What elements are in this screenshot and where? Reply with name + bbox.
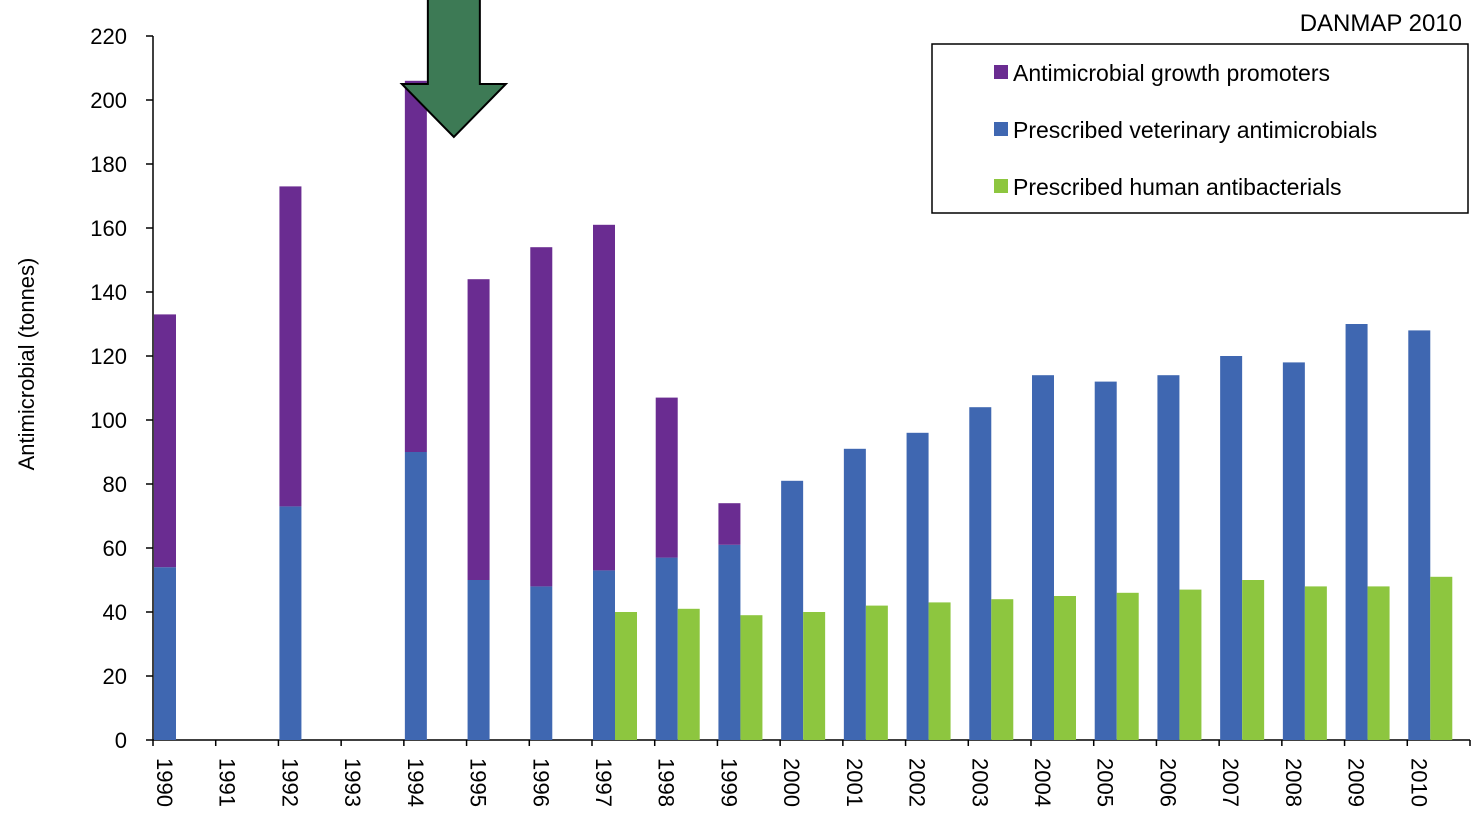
x-tick-label: 1998 (654, 758, 679, 807)
bar-veterinary (530, 586, 553, 740)
x-tick-label: 2007 (1218, 758, 1243, 807)
x-tick-label: 1997 (591, 758, 616, 807)
y-tick-label: 180 (90, 152, 127, 177)
bar-human (1179, 589, 1202, 740)
y-tick-label: 200 (90, 88, 127, 113)
x-tick-label: 2010 (1406, 758, 1431, 807)
legend-swatch (994, 179, 1008, 193)
bar-veterinary (154, 567, 176, 740)
bar-growth-promoters (279, 186, 302, 507)
legend-box (931, 43, 1469, 214)
x-tick-label: 2005 (1093, 758, 1118, 807)
x-tick-label: 1996 (528, 758, 553, 807)
bar-veterinary (279, 506, 302, 740)
legend-swatch (994, 122, 1008, 136)
y-tick-label: 100 (90, 408, 127, 433)
y-tick-label: 120 (90, 344, 127, 369)
legend-label: Prescribed human antibacterials (1013, 174, 1342, 200)
bar-veterinary (404, 452, 427, 740)
bar-human (865, 605, 888, 740)
bar-human (1430, 576, 1453, 740)
bar-growth-promoters (154, 314, 176, 568)
bar-growth-promoters (530, 247, 553, 587)
x-tick-label: 2001 (842, 758, 867, 807)
x-tick-label: 2004 (1030, 758, 1055, 807)
y-tick-label: 40 (103, 600, 127, 625)
bar-human (991, 599, 1014, 740)
bar-veterinary (593, 570, 615, 740)
bar-growth-promoters (467, 279, 490, 580)
bar-human (1242, 580, 1265, 740)
legend-label: Prescribed veterinary antimicrobials (1013, 117, 1377, 143)
y-tick-label: 140 (90, 280, 127, 305)
bar-veterinary (1220, 356, 1243, 740)
x-tick-label: 2002 (905, 758, 930, 807)
bar-growth-promoters (593, 224, 615, 571)
x-tick-label: 2000 (779, 758, 804, 807)
bar-veterinary (969, 407, 992, 740)
bar-veterinary (467, 580, 490, 740)
bar-human (740, 615, 763, 740)
bar-veterinary (906, 432, 929, 740)
chart-title: DANMAP 2010 (1300, 10, 1462, 37)
down-arrow-icon (399, 0, 509, 139)
bar-veterinary (1282, 362, 1305, 740)
x-tick-label: 1994 (403, 758, 428, 807)
bar-human (1054, 596, 1076, 740)
legend-swatch (994, 65, 1008, 79)
bar-human (677, 608, 700, 740)
y-tick-label: 0 (115, 728, 127, 753)
bar-human (803, 612, 826, 740)
bar-veterinary (781, 480, 804, 740)
bar-veterinary (1032, 375, 1054, 740)
bar-veterinary (655, 557, 678, 740)
legend-label: Antimicrobial growth promoters (1013, 60, 1330, 86)
x-tick-label: 1993 (340, 758, 365, 807)
bar-growth-promoters (655, 397, 678, 558)
axes: 0 20 40 60 80 100 120 140 160 180 200 220 1990 1991 19… (90, 24, 1471, 807)
bar-growth-promoters (718, 503, 741, 545)
x-tick-label: 1991 (215, 758, 240, 807)
bar-human (615, 612, 637, 740)
x-tick-label: 2008 (1281, 758, 1306, 807)
y-tick-label: 160 (90, 216, 127, 241)
y-axis-label: Antimicrobial (tonnes) (14, 258, 39, 471)
bar-growth-promoters (404, 80, 427, 453)
x-tick-label: 1999 (716, 758, 741, 807)
x-tick-label: 2009 (1344, 758, 1369, 807)
bar-veterinary (1345, 324, 1368, 740)
y-tick-label: 60 (103, 536, 127, 561)
bar-human (928, 602, 951, 740)
y-tick-label: 220 (90, 24, 127, 49)
x-tick-label: 1992 (277, 758, 302, 807)
bar-veterinary (1157, 375, 1180, 740)
x-tick-label: 2003 (967, 758, 992, 807)
annotation-arrow (399, 0, 509, 139)
x-tick-label: 1995 (466, 758, 491, 807)
bar-human (1367, 586, 1390, 740)
bar-veterinary (718, 544, 741, 740)
y-tick-label: 20 (103, 664, 127, 689)
legend: Antimicrobial growth promoters Prescribed… (931, 43, 1469, 214)
bar-veterinary (1094, 381, 1117, 740)
x-tick-label: 2006 (1155, 758, 1180, 807)
x-tick-label: 1990 (152, 758, 177, 807)
bar-veterinary (843, 448, 866, 740)
bar-veterinary (1408, 330, 1431, 740)
bar-human (1304, 586, 1327, 740)
y-tick-label: 80 (103, 472, 127, 497)
bar-human (1116, 592, 1139, 740)
bars (154, 80, 1453, 740)
